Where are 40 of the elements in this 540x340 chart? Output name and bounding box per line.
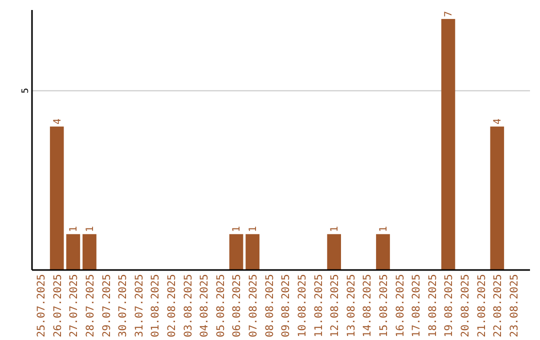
- x-tick-label: 01.08.2025: [150, 274, 162, 338]
- x-tick-label: 17.08.2025: [410, 274, 423, 338]
- data-label: 7: [444, 10, 455, 17]
- data-label: 1: [330, 226, 341, 232]
- data-label: 1: [232, 226, 243, 232]
- x-tick-label: 07.08.2025: [248, 274, 260, 338]
- x-tick-label: 12.08.2025: [329, 274, 342, 338]
- x-tick-label: 11.08.2025: [312, 274, 325, 338]
- x-tick-label: 27.07.2025: [68, 274, 80, 338]
- data-label: 4: [52, 118, 64, 125]
- data-label: 4: [492, 118, 504, 125]
- data-label: 1: [378, 226, 390, 232]
- x-tick-label: 10.08.2025: [296, 274, 308, 338]
- x-tick-label: 03.08.2025: [182, 274, 194, 338]
- x-tick-label: 20.08.2025: [460, 274, 472, 338]
- x-tick-label: 31.07.2025: [133, 274, 146, 338]
- x-tick-label: 22.08.2025: [492, 274, 504, 338]
- x-tick-label: 19.08.2025: [443, 274, 456, 338]
- x-tick-label: 13.08.2025: [345, 274, 358, 338]
- x-tick-label: 21.08.2025: [476, 274, 488, 338]
- x-tick-label: 09.08.2025: [280, 274, 292, 338]
- data-label: 1: [68, 226, 80, 232]
- x-tick-label: 05.08.2025: [214, 274, 227, 338]
- x-tick-label: 23.08.2025: [508, 274, 520, 338]
- y-tick-label: 5: [21, 88, 31, 94]
- x-tick-label: 02.08.2025: [166, 274, 178, 338]
- x-tick-label: 08.08.2025: [264, 274, 276, 338]
- x-tick-label: 04.08.2025: [198, 274, 211, 338]
- x-tick-label: 06.08.2025: [231, 274, 244, 338]
- x-tick-label: 18.08.2025: [426, 274, 439, 338]
- data-label: 1: [84, 226, 96, 232]
- x-tick-label: 30.07.2025: [117, 274, 130, 338]
- data-label: 1: [248, 226, 260, 232]
- x-tick-label: 25.07.2025: [36, 274, 48, 338]
- x-tick-label: 28.07.2025: [84, 274, 96, 338]
- x-tick-label: 14.08.2025: [362, 274, 374, 338]
- x-tick-label: 15.08.2025: [378, 274, 390, 338]
- x-tick-label: 29.07.2025: [100, 274, 113, 338]
- x-tick-label: 16.08.2025: [394, 274, 406, 338]
- x-tick-label: 26.07.2025: [52, 274, 64, 338]
